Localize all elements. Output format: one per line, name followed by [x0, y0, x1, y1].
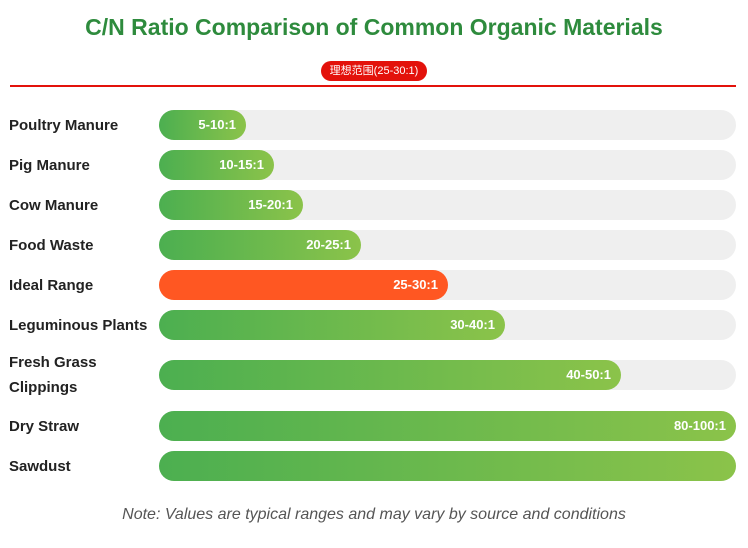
bar-track: 30-40:1	[159, 310, 736, 340]
bar-value-label: 30-40:1	[450, 317, 495, 332]
bar: 10-15:1	[159, 150, 274, 180]
bar-track	[159, 451, 736, 481]
bar-track: 5-10:1	[159, 110, 736, 140]
bar-track: 25-30:1	[159, 270, 736, 300]
bar-track: 40-50:1	[159, 360, 736, 390]
bar: 30-40:1	[159, 310, 505, 340]
chart-title: C/N Ratio Comparison of Common Organic M…	[85, 14, 663, 40]
bar: 40-50:1	[159, 360, 621, 390]
bar-value-label: 5-10:1	[198, 117, 236, 132]
category-label: Pig Manure	[9, 157, 90, 174]
bar-track: 15-20:1	[159, 190, 736, 220]
category-label: Cow Manure	[9, 197, 99, 214]
category-label: Ideal Range	[9, 277, 94, 294]
bar-value-label: 20-25:1	[306, 237, 351, 252]
bar-track: 20-25:1	[159, 230, 736, 260]
bar: 5-10:1	[159, 110, 246, 140]
category-label: Food Waste	[9, 237, 94, 254]
ideal-range-badge: 理想范围(25-30:1)	[320, 61, 428, 81]
bar-track: 80-100:1	[159, 411, 736, 441]
bar-value-label: 80-100:1	[673, 418, 726, 433]
category-label: Dry Straw	[9, 418, 80, 435]
category-label: Poultry Manure	[9, 117, 119, 134]
ideal-range-bar: 25-30:1	[159, 270, 448, 300]
bar-value-label: 40-50:1	[566, 367, 611, 382]
bar: 20-25:1	[159, 230, 361, 260]
bar-value-label: 25-30:1	[393, 277, 438, 292]
bar: 15-20:1	[159, 190, 303, 220]
category-label: Leguminous Plants	[9, 317, 148, 334]
chart-note: Note: Values are typical ranges and may …	[122, 506, 626, 523]
bar	[159, 451, 736, 481]
bar-track: 10-15:1	[159, 150, 736, 180]
title-divider	[10, 85, 736, 87]
bar-value-label: 15-20:1	[248, 197, 293, 212]
category-label: Fresh Grass Clippings	[9, 354, 97, 396]
bar: 80-100:1	[159, 411, 736, 441]
category-label: Sawdust	[9, 458, 71, 475]
ideal-range-badge-wrap: 理想范围(25-30:1)	[0, 61, 748, 81]
bar-value-label: 10-15:1	[219, 157, 264, 172]
